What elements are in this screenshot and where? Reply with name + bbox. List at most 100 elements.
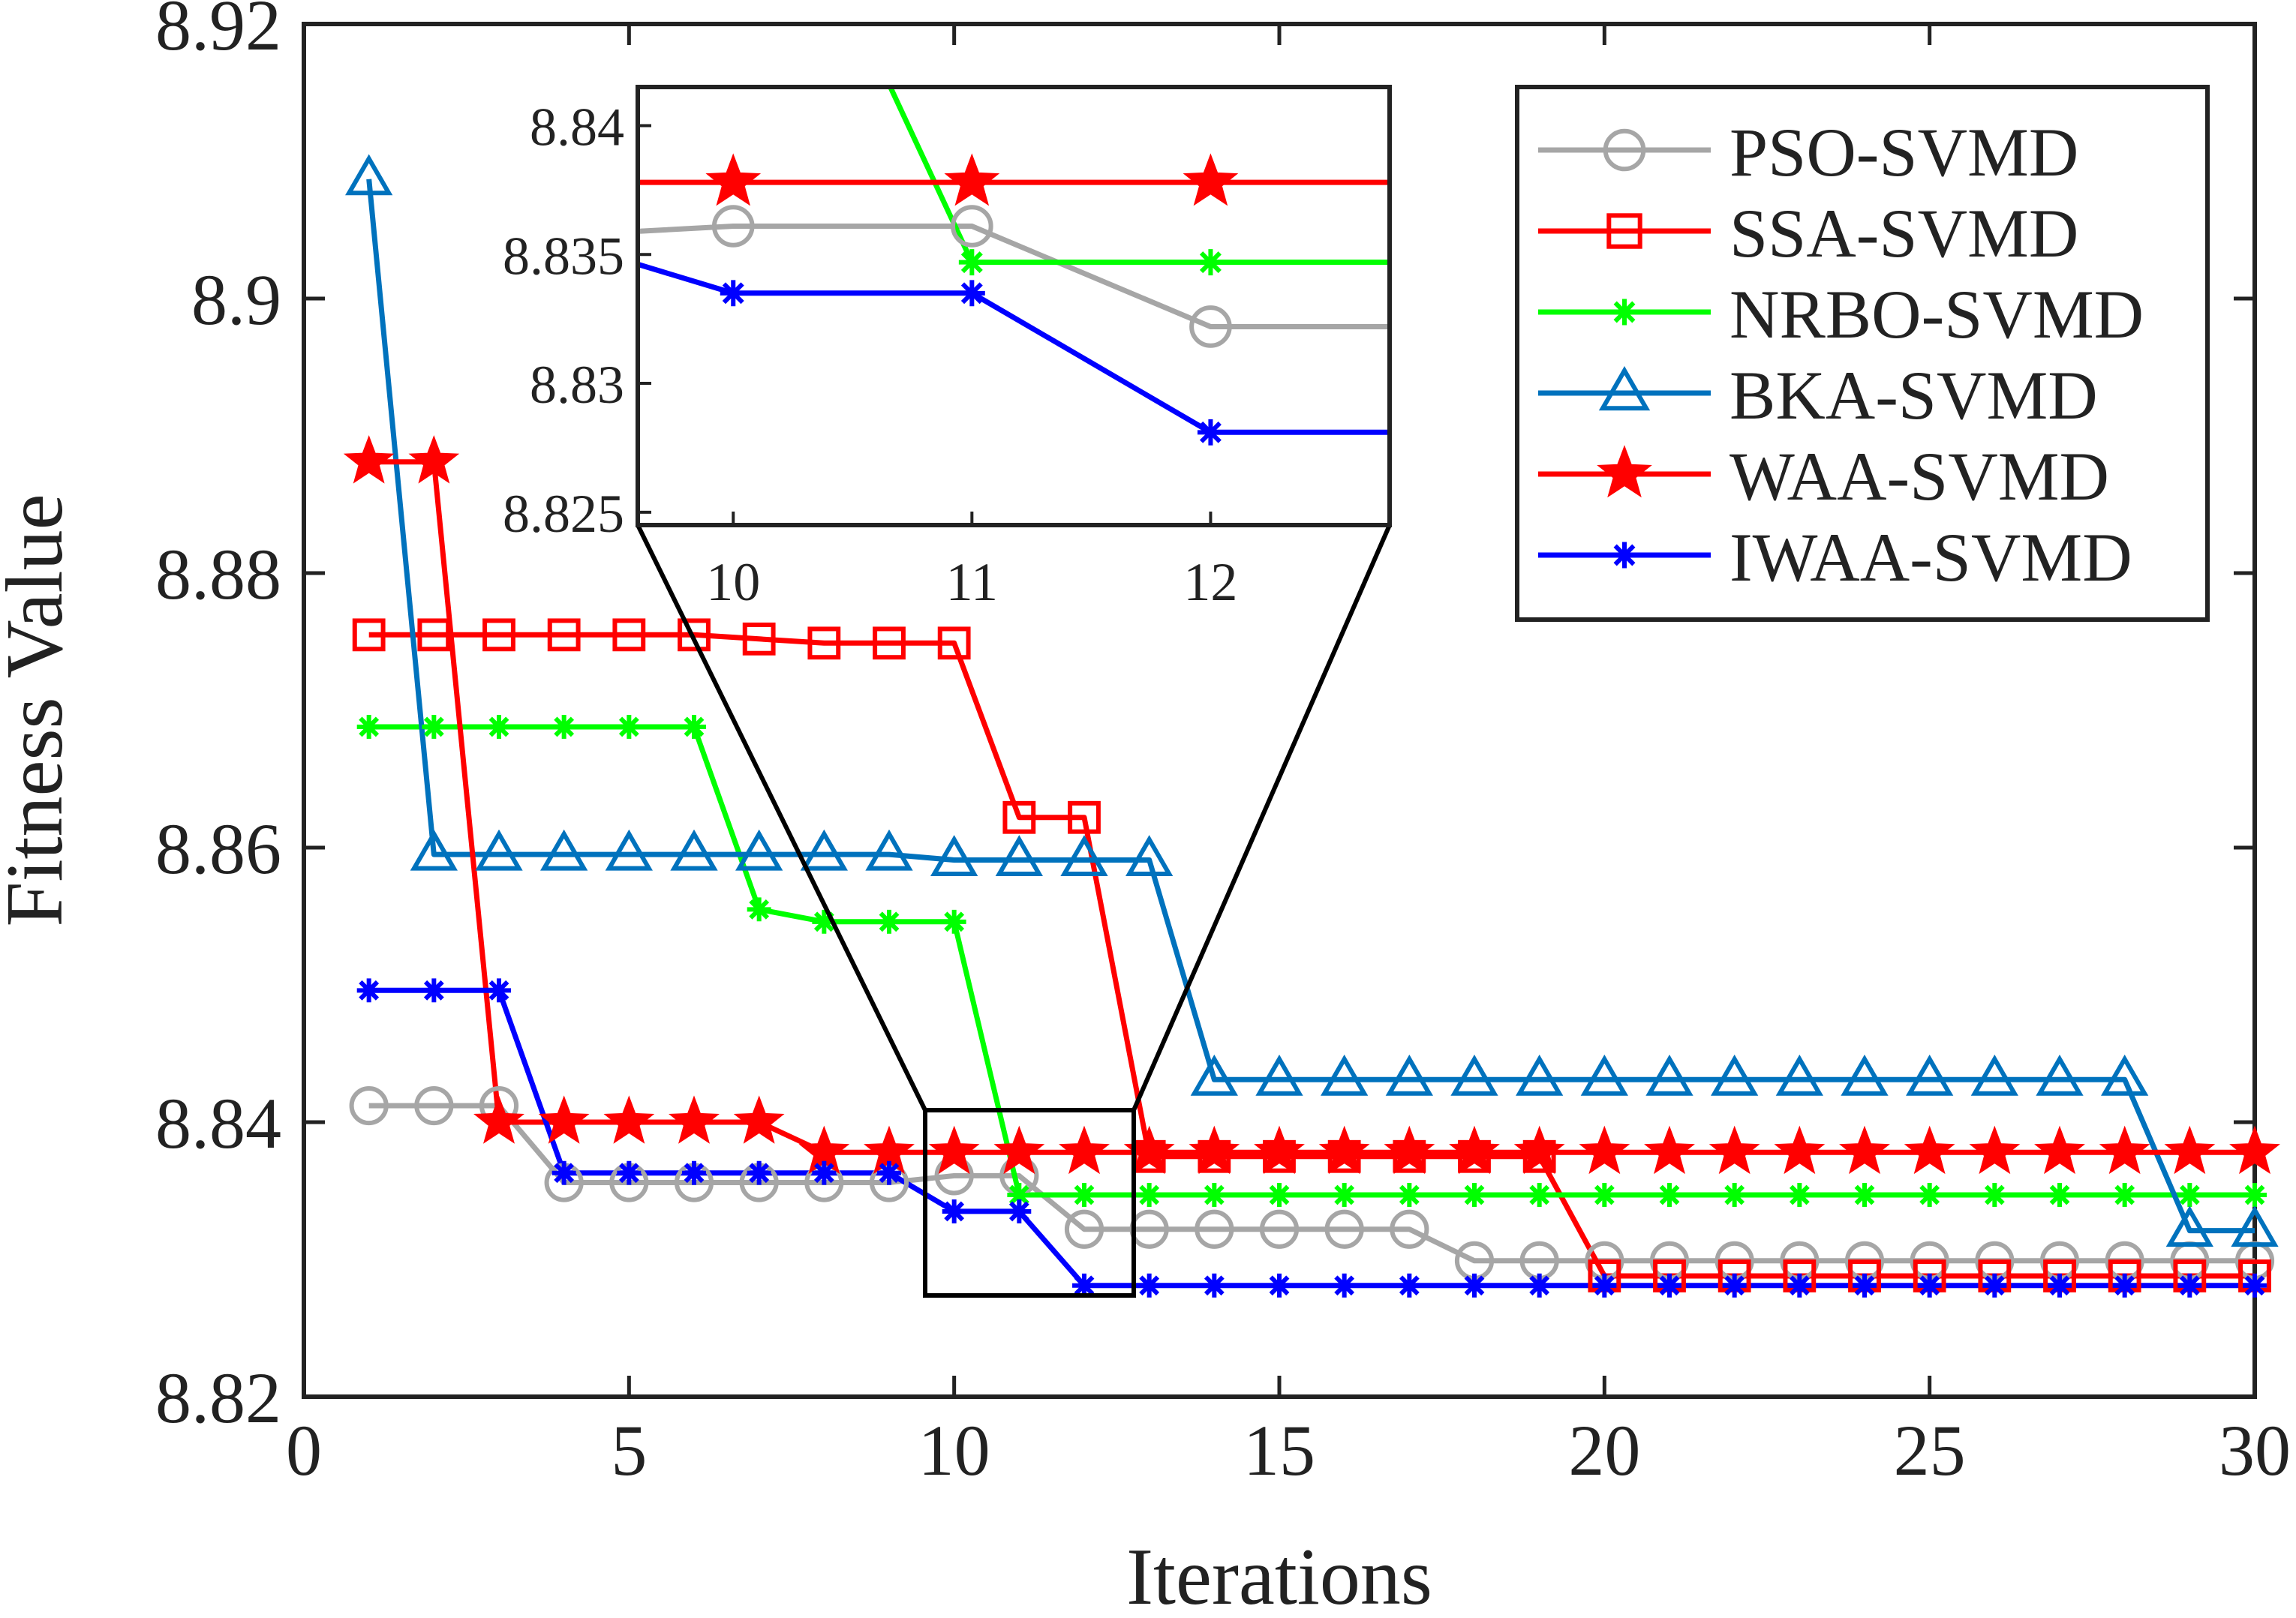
data-point-nrbo-svmd: [1592, 1183, 1617, 1207]
data-point-iwaa-svmd: [1137, 1273, 1162, 1298]
data-point-ssa-svmd: [873, 626, 906, 660]
data-point-bka-svmd: [540, 829, 588, 871]
series-line-ssa-svmd: [368, 632, 2255, 1279]
data-point-waa-svmd: [343, 435, 395, 484]
data-point-waa-svmd: [1708, 1125, 1760, 1175]
data-point-bka-svmd: [995, 835, 1043, 876]
data-point-nrbo-svmd: [1722, 1183, 1747, 1207]
data-point-nrbo-svmd: [551, 715, 576, 739]
inset-markers-group: [705, 153, 1474, 446]
inset-frame: [636, 85, 1392, 527]
data-point-bka-svmd: [1321, 1054, 1369, 1096]
inset-data-point-iwaa-svmd: [1436, 419, 1462, 446]
data-point-waa-svmd: [2164, 1125, 2216, 1175]
data-point-nrbo-svmd: [1982, 1183, 2007, 1207]
data-point-nrbo-svmd: [2048, 1183, 2072, 1207]
data-point-bka-svmd: [1906, 1054, 1954, 1096]
data-point-bka-svmd: [1711, 1054, 1759, 1096]
data-point-nrbo-svmd: [1072, 1183, 1096, 1207]
data-point-waa-svmd: [603, 1095, 655, 1144]
data-point-bka-svmd: [1516, 1054, 1564, 1096]
legend-box: [1515, 85, 2210, 622]
data-point-iwaa-svmd: [356, 978, 381, 1003]
legend-entry-ssa-svmd: SSA-SVMD: [1538, 195, 2078, 272]
data-point-ssa-svmd: [937, 626, 971, 660]
data-point-waa-svmd: [2034, 1125, 2085, 1175]
data-point-iwaa-svmd: [1917, 1273, 1942, 1298]
inset-background: [638, 87, 1390, 525]
inset-data-point-pso-svmd: [1430, 308, 1468, 346]
data-point-iwaa-svmd: [2048, 1273, 2072, 1298]
data-point-waa-svmd: [473, 1095, 524, 1144]
data-point-nrbo-svmd: [682, 715, 706, 739]
data-point-bka-svmd: [605, 829, 653, 871]
data-point-waa-svmd: [669, 1095, 720, 1144]
data-point-nrbo-svmd: [1267, 1183, 1291, 1207]
data-point-iwaa-svmd: [617, 1160, 642, 1185]
data-point-pso-svmd: [1064, 1209, 1104, 1249]
x-tick-label: 0: [286, 1410, 322, 1490]
data-point-iwaa-svmd: [1397, 1273, 1422, 1298]
inset-data-point-ssa-svmd: [1434, 175, 1465, 206]
data-point-iwaa-svmd: [1982, 1273, 2007, 1298]
inset-data-point-pso-svmd: [711, 205, 755, 248]
legend-entry-iwaa-svmd: IWAA-SVMD: [1538, 519, 2132, 596]
inset-x-tick-label: 11: [946, 552, 998, 612]
inset-x-tick-label: 12: [1183, 552, 1237, 612]
data-point-iwaa-svmd: [1787, 1273, 1812, 1298]
data-point-waa-svmd: [1384, 1125, 1435, 1175]
data-point-ssa-svmd: [1002, 800, 1036, 834]
legend-entry-pso-svmd: PSO-SVMD: [1538, 114, 2078, 191]
inset-y-tick-label: 8.84: [530, 98, 624, 158]
data-point-waa-svmd: [538, 1095, 590, 1144]
data-point-nrbo-svmd: [356, 715, 381, 739]
data-point-nrbo-svmd: [1853, 1183, 1877, 1207]
data-point-waa-svmd: [2099, 1125, 2150, 1175]
data-point-waa-svmd: [1644, 1125, 1695, 1175]
inset-data-point-iwaa-svmd: [1197, 419, 1224, 446]
legend-marker-pso-svmd: [1603, 128, 1646, 172]
y-axis-label: Fitness Value: [0, 494, 80, 926]
data-point-waa-svmd: [1189, 1125, 1240, 1175]
x-tick-label: 10: [918, 1410, 990, 1490]
data-point-iwaa-svmd: [747, 1160, 771, 1185]
data-point-iwaa-svmd: [812, 1160, 837, 1185]
data-point-ssa-svmd: [678, 618, 711, 652]
inset-data-point-waa-svmd: [1423, 155, 1474, 204]
data-point-bka-svmd: [1385, 1054, 1433, 1096]
data-point-waa-svmd: [928, 1125, 980, 1175]
zoom-connector-right: [1131, 524, 1392, 1112]
legend-marker-bka-svmd: [1598, 366, 1651, 411]
data-point-iwaa-svmd: [2112, 1273, 2137, 1298]
data-point-nrbo-svmd: [487, 715, 511, 739]
data-point-iwaa-svmd: [1462, 1273, 1486, 1298]
inset-data-point-pso-svmd: [951, 205, 993, 248]
y-tick-label: 8.82: [155, 1358, 281, 1438]
data-point-ssa-svmd: [742, 622, 776, 656]
data-point-waa-svmd: [408, 435, 460, 484]
data-point-bka-svmd: [1841, 1054, 1889, 1096]
data-point-bka-svmd: [930, 835, 978, 876]
data-point-waa-svmd: [1254, 1125, 1305, 1175]
data-point-iwaa-svmd: [551, 1160, 576, 1185]
series-line-iwaa-svmd: [368, 987, 2255, 1289]
data-point-pso-svmd: [349, 1085, 389, 1126]
data-point-iwaa-svmd: [487, 978, 511, 1003]
inset-data-point-pso-svmd: [1189, 305, 1232, 348]
plot-markers-group: [343, 154, 2280, 1298]
data-point-waa-svmd: [1513, 1125, 1565, 1175]
data-point-bka-svmd: [800, 829, 848, 871]
data-point-waa-svmd: [2229, 1125, 2280, 1175]
data-point-nrbo-svmd: [617, 715, 642, 739]
data-point-bka-svmd: [1450, 1054, 1498, 1096]
data-point-bka-svmd: [2165, 1205, 2213, 1247]
data-point-iwaa-svmd: [1657, 1273, 1681, 1298]
inset-data-point-iwaa-svmd: [958, 280, 985, 307]
data-point-iwaa-svmd: [1007, 1199, 1032, 1223]
data-point-iwaa-svmd: [1202, 1273, 1227, 1298]
legend-label: IWAA-SVMD: [1730, 519, 2132, 596]
data-point-waa-svmd: [1904, 1125, 1955, 1175]
data-point-iwaa-svmd: [1853, 1273, 1877, 1298]
zoom-region-box: [923, 1108, 1136, 1298]
